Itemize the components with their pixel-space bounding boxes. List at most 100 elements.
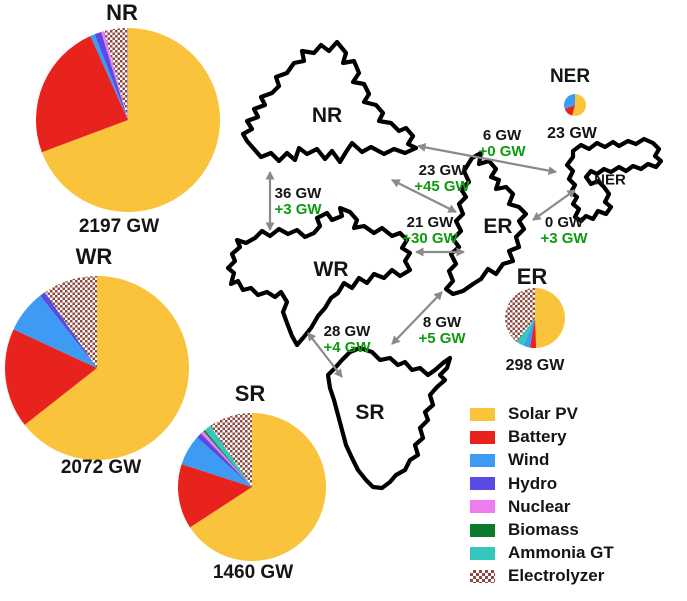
pie-title-nr: NR xyxy=(106,0,138,25)
legend-swatch-nuclear xyxy=(470,500,495,514)
link-label-nr-er: 23 GW +45 GW xyxy=(414,163,469,195)
link-added-capacity: +45 GW xyxy=(414,178,470,195)
link-existing-capacity: 21 GW xyxy=(406,214,454,231)
legend-label-nuclear: Nuclear xyxy=(508,496,571,516)
map-label-sr: SR xyxy=(355,401,385,424)
legend-label-battery: Battery xyxy=(508,427,567,447)
link-label-er-ner: 0 GW +3 GW xyxy=(540,215,587,247)
legend-swatch-biomass xyxy=(470,523,495,537)
link-added-capacity: +3 GW xyxy=(540,230,588,247)
link-arrow-nr-ner xyxy=(417,142,557,176)
pie-nr-slice-battery xyxy=(35,36,128,153)
legend-swatch-hydro xyxy=(470,477,495,491)
pie-total-er: 298 GW xyxy=(505,357,565,374)
pie-sr xyxy=(178,413,326,561)
pie-er-slice-ammonia_gt xyxy=(516,318,535,346)
pie-total-sr: 1460 GW xyxy=(212,562,294,583)
pie-title-wr: WR xyxy=(75,244,113,269)
pie-er-slice-electrolyzer xyxy=(505,288,535,342)
pie-total-wr: 2072 GW xyxy=(60,457,142,478)
pie-nr-slice-nuclear xyxy=(101,31,128,120)
map-label-ner: NER xyxy=(594,171,626,189)
pie-ner-slice-battery xyxy=(564,105,575,116)
pie-sr-slice-battery xyxy=(178,464,252,528)
link-arrow-nr-er xyxy=(391,179,457,213)
pie-wr xyxy=(4,276,189,460)
pie-wr-slice-hydro xyxy=(40,292,97,368)
link-existing-capacity: 0 GW xyxy=(544,214,584,231)
pie-er-slice-solar_pv xyxy=(535,288,566,348)
legend-label-electrolyzer: Electrolyzer xyxy=(508,566,605,586)
legend-item-nuclear: Nuclear xyxy=(470,496,570,518)
legend-label-biomass: Biomass xyxy=(508,520,579,539)
pie-wr-slice-solar_pv xyxy=(24,276,189,460)
map-label-nr: NR xyxy=(311,104,343,127)
link-added-capacity: +0 GW xyxy=(478,143,526,160)
india-map xyxy=(225,39,664,491)
pie-er-slice-wind xyxy=(523,318,535,348)
pie-wr-slice-electrolyzer xyxy=(44,276,97,368)
pie-sr-slice-solar_pv xyxy=(190,413,326,561)
legend-item-ammonia_gt: Ammonia GT xyxy=(470,542,614,564)
map-region-wr xyxy=(225,205,413,348)
link-label-wr-er: 21 GW +30 GW xyxy=(402,215,457,247)
pie-title-ner: NER xyxy=(549,66,591,87)
map-label-wr: WR xyxy=(313,258,349,281)
link-existing-capacity: 6 GW xyxy=(482,127,522,144)
transmission-links xyxy=(265,142,576,378)
pie-sr-slice-biomass xyxy=(203,429,252,487)
legend-item-biomass: Biomass xyxy=(470,519,579,541)
legend-item-wind: Wind xyxy=(470,449,549,471)
legend-label-wind: Wind xyxy=(508,450,550,470)
link-label-nr-ner: 6 GW +0 GW xyxy=(478,128,525,160)
legend-swatch-wind xyxy=(470,453,495,467)
legend-swatch-ammonia_gt xyxy=(470,546,495,560)
legend-item-electrolyzer: Electrolyzer xyxy=(470,565,604,587)
pie-total-nr: 2197 GW xyxy=(78,216,160,237)
link-arrow-sr-er xyxy=(391,291,443,345)
link-added-capacity: +30 GW xyxy=(402,230,458,247)
link-added-capacity: +4 GW xyxy=(323,339,371,356)
legend-swatch-battery xyxy=(470,430,495,444)
pie-ner-slice-solar_pv xyxy=(572,94,586,116)
link-arrow-er-ner xyxy=(532,189,576,221)
legend-item-hydro: Hydro xyxy=(470,473,557,495)
link-label-nr-wr: 36 GW +3 GW xyxy=(274,186,321,218)
pie-wr-slice-wind xyxy=(13,295,98,368)
pie-title-sr: SR xyxy=(234,381,266,406)
pie-sr-slice-ammonia_gt xyxy=(204,425,252,487)
link-existing-capacity: 23 GW xyxy=(418,162,466,179)
legend-item-battery: Battery xyxy=(470,426,567,448)
link-label-sr-er: 8 GW +5 GW xyxy=(418,315,465,347)
map-region-sr xyxy=(325,345,453,491)
pie-sr-slice-nuclear xyxy=(201,431,252,487)
legend-label-hydro: Hydro xyxy=(508,473,558,493)
region-pie-charts xyxy=(4,28,586,561)
pie-er xyxy=(505,288,566,349)
pie-nr-slice-electrolyzer xyxy=(104,28,128,120)
pie-ner-slice-wind xyxy=(564,94,575,110)
link-label-wr-sr: 28 GW +4 GW xyxy=(323,324,370,356)
legend-label-ammonia_gt: Ammonia GT xyxy=(508,543,614,563)
pie-total-ner: 23 GW xyxy=(547,125,597,142)
map-label-er: ER xyxy=(483,215,513,238)
legend-swatch-electrolyzer xyxy=(470,569,495,583)
map-region-er xyxy=(443,150,529,297)
pie-sr-slice-hydro xyxy=(197,433,252,487)
link-arrow-wr-sr xyxy=(307,332,343,378)
legend-label-solar_pv: Solar PV xyxy=(508,404,578,423)
pie-nr-slice-solar_pv xyxy=(41,28,221,213)
pie-title-er: ER xyxy=(516,264,548,289)
pie-nr xyxy=(35,28,221,213)
pie-sr-slice-wind xyxy=(181,437,252,487)
map-region-nr xyxy=(240,39,419,165)
pie-er-slice-battery xyxy=(529,318,537,349)
link-added-capacity: +3 GW xyxy=(274,201,322,218)
pie-ner xyxy=(564,94,586,116)
pie-sr-slice-electrolyzer xyxy=(210,413,252,487)
pie-nr-slice-wind xyxy=(90,34,128,120)
pie-nr-slice-hydro xyxy=(94,31,128,120)
link-added-capacity: +5 GW xyxy=(418,330,466,347)
